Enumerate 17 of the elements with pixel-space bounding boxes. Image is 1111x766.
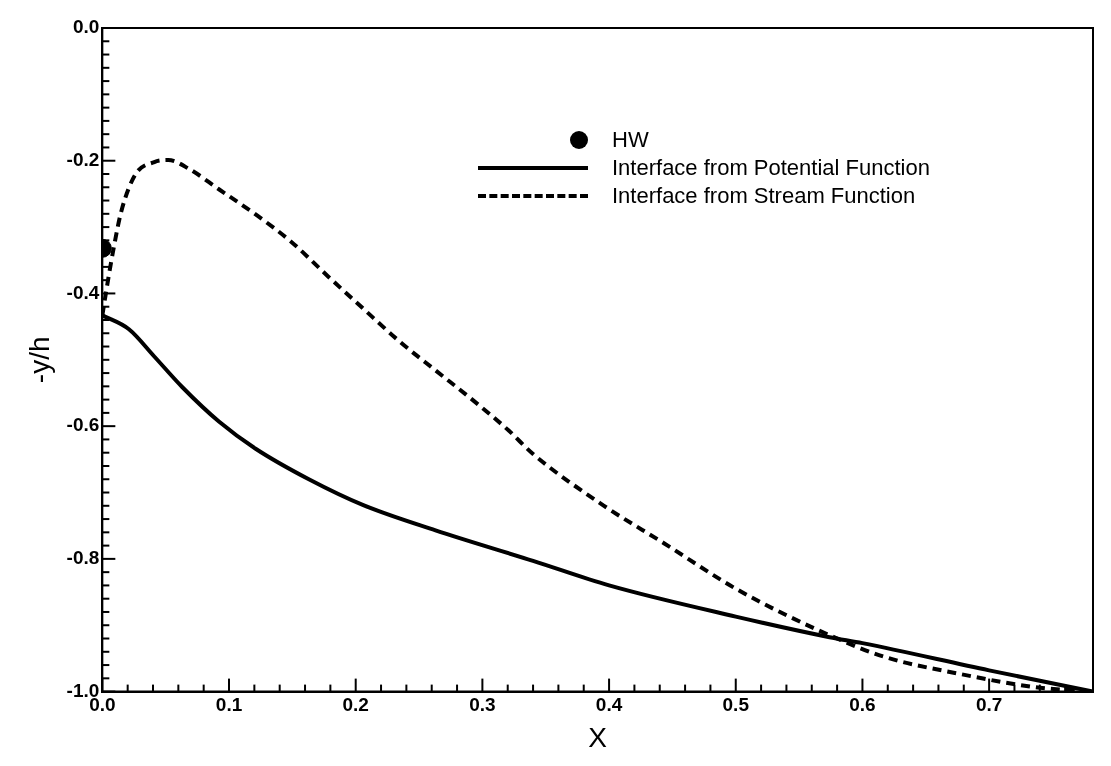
y-tick-label: -0.4 [66, 281, 100, 303]
legend-label: Interface from Stream Function [612, 182, 916, 210]
x-tick-label: 0.7 [975, 694, 1003, 716]
x-tick-label: 0.1 [215, 694, 243, 716]
y-axis-title: -y/h [23, 336, 55, 384]
legend-label: HW [612, 126, 649, 154]
x-tick-label: 0.3 [469, 694, 496, 716]
x-axis-title: X [588, 721, 608, 753]
x-tick-label: 0.4 [595, 694, 623, 716]
y-tick-label: -0.6 [66, 414, 100, 436]
x-tick-label: 0.2 [342, 694, 369, 716]
y-tick-label: 0.0 [72, 16, 100, 38]
legend-label: Interface from Potential Function [612, 154, 930, 182]
y-tick-label: -0.2 [66, 148, 100, 170]
x-tick-label: 0.5 [722, 694, 750, 716]
x-tick-label: 0.6 [849, 694, 876, 716]
y-tick-label: -0.8 [66, 547, 100, 569]
